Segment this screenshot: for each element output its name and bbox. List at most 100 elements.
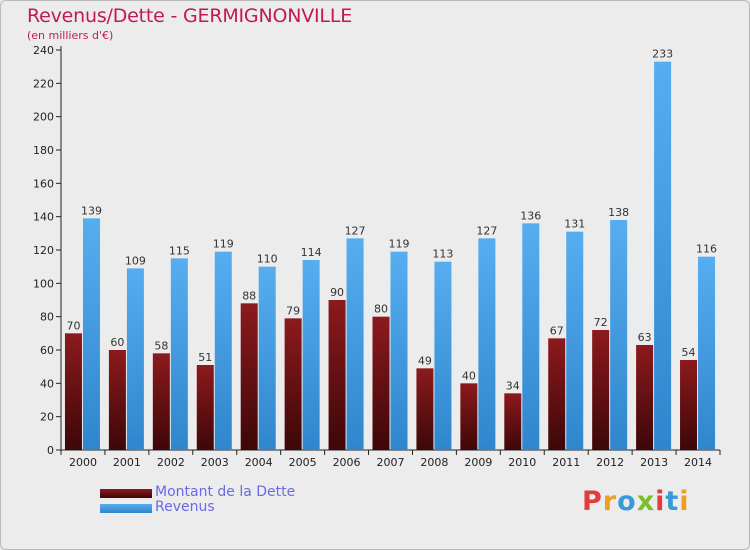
bar-revenue — [258, 266, 276, 450]
data-label-revenue: 115 — [169, 244, 190, 257]
data-label-revenue: 113 — [432, 248, 453, 261]
data-label-debt: 79 — [286, 304, 300, 317]
x-tick-label: 2001 — [113, 456, 141, 469]
chart-subtitle: (en milliers d'€) — [27, 29, 114, 42]
chart-title: Revenus/Dette - GERMIGNONVILLE — [27, 5, 353, 27]
y-tick-label: 240 — [33, 44, 54, 57]
x-tick-label: 2002 — [157, 456, 185, 469]
bar-revenue — [698, 256, 716, 450]
data-label-revenue: 131 — [564, 218, 585, 231]
y-tick-label: 180 — [33, 144, 54, 157]
bar-debt — [240, 303, 258, 450]
legend-item-debt: Montant de la Dette — [100, 484, 400, 502]
data-label-debt: 58 — [154, 339, 168, 352]
y-tick-label: 80 — [40, 311, 54, 324]
y-tick-label: 20 — [40, 411, 54, 424]
legend-item-revenue: Revenus — [100, 499, 400, 517]
chart-axes: 0 20 40 60 80 100 120 140 160 180 200 220 240 2000 200… — [33, 44, 721, 469]
data-label-debt: 88 — [242, 289, 256, 302]
y-tick-label: 140 — [33, 211, 54, 224]
chart-data-labels: 70 60 58 51 88 79 90 80 49 40 34 67 72 63 54 139 109 115 1… — [66, 48, 717, 393]
x-tick-label: 2004 — [245, 456, 273, 469]
bar-debt — [636, 345, 654, 450]
y-tick-label: 160 — [33, 177, 54, 190]
y-tick-label: 40 — [40, 377, 54, 390]
bar-debt — [372, 316, 390, 450]
data-label-revenue: 233 — [652, 48, 673, 61]
y-tick-label: 120 — [33, 244, 54, 257]
data-label-debt: 80 — [374, 303, 388, 316]
x-tick-label: 2012 — [596, 456, 624, 469]
bar-revenue — [610, 220, 628, 450]
data-label-revenue: 119 — [389, 238, 410, 251]
data-label-revenue: 119 — [213, 238, 234, 251]
data-label-revenue: 127 — [476, 224, 497, 237]
legend-label-debt: Montant de la Dette — [155, 484, 296, 500]
legend-swatch-revenue — [100, 504, 152, 513]
data-label-debt: 34 — [506, 379, 520, 392]
data-label-debt: 90 — [330, 286, 344, 299]
y-tick-label: 100 — [33, 277, 54, 290]
bar-revenue — [126, 268, 144, 450]
data-label-revenue: 116 — [696, 243, 717, 256]
y-tick-label: 60 — [40, 344, 54, 357]
bar-revenue — [82, 218, 100, 450]
data-label-revenue: 109 — [125, 254, 146, 267]
x-tick-label: 2000 — [69, 456, 97, 469]
data-label-revenue: 136 — [520, 209, 541, 222]
logo-letter: i — [679, 486, 690, 517]
x-tick-label: 2006 — [333, 456, 361, 469]
x-tick-label: 2013 — [640, 456, 668, 469]
logo-letter: t — [665, 486, 680, 517]
proxiti-logo: Proxiti — [582, 486, 690, 517]
data-label-debt: 49 — [418, 354, 432, 367]
logo-letter: r — [602, 486, 618, 517]
bar-revenue — [654, 61, 672, 451]
chart-bars — [64, 61, 716, 451]
bar-revenue — [390, 251, 408, 450]
data-label-debt: 60 — [110, 336, 124, 349]
data-label-debt: 70 — [66, 319, 80, 332]
bar-debt — [592, 330, 610, 450]
logo-letter: x — [636, 486, 656, 517]
bar-debt — [108, 350, 126, 450]
bar-revenue — [522, 223, 540, 450]
x-tick-label: 2007 — [377, 456, 405, 469]
y-tick-label: 220 — [33, 77, 54, 90]
bar-debt — [416, 368, 434, 450]
legend-swatch-debt — [100, 489, 152, 498]
bar-revenue — [214, 251, 232, 450]
bar-debt — [284, 318, 302, 450]
data-label-revenue: 139 — [81, 204, 102, 217]
x-tick-label: 2010 — [508, 456, 536, 469]
data-label-debt: 51 — [198, 351, 212, 364]
bar-revenue — [346, 238, 364, 450]
data-label-revenue: 114 — [301, 246, 322, 259]
y-tick-label: 200 — [33, 111, 54, 124]
data-label-debt: 40 — [462, 369, 476, 382]
bar-debt — [328, 300, 346, 450]
bar-debt — [504, 393, 522, 450]
bar-debt — [152, 353, 170, 450]
logo-letter: o — [617, 486, 637, 517]
bar-debt — [64, 333, 82, 450]
legend-label-revenue: Revenus — [155, 499, 215, 515]
bar-debt — [196, 365, 214, 450]
x-tick-label: 2005 — [289, 456, 317, 469]
bar-debt — [460, 383, 478, 450]
data-label-revenue: 110 — [257, 253, 278, 266]
data-label-debt: 67 — [550, 324, 564, 337]
data-label-debt: 54 — [682, 346, 696, 359]
data-label-revenue: 127 — [345, 224, 366, 237]
bar-debt — [680, 360, 698, 450]
y-tick-label: 0 — [47, 444, 54, 457]
data-label-revenue: 138 — [608, 206, 629, 219]
data-label-debt: 72 — [594, 316, 608, 329]
bar-revenue — [434, 261, 452, 450]
x-tick-label: 2009 — [464, 456, 492, 469]
bar-revenue — [478, 238, 496, 450]
logo-letter: P — [582, 486, 603, 517]
bar-revenue — [302, 260, 320, 450]
x-tick-label: 2011 — [552, 456, 580, 469]
